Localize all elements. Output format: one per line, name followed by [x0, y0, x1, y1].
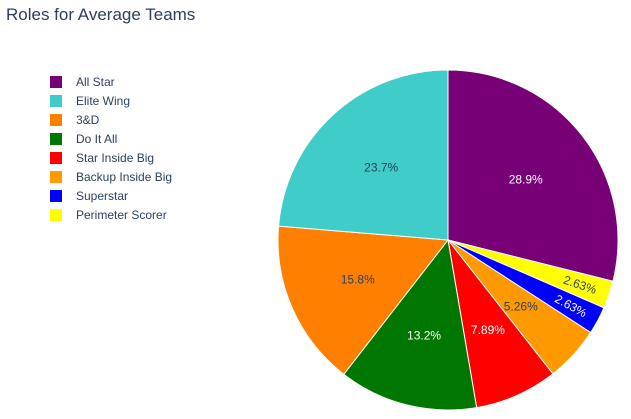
pie-slice-do-it-all[interactable] [343, 238, 478, 411]
legend: All Star Elite Wing 3&D Do It All Star Insid… [50, 75, 172, 222]
pie-slice-elite-wing[interactable] [278, 69, 449, 241]
slice-label-do-it-all: 13.2% [407, 329, 441, 343]
legend-label: Elite Wing [76, 94, 130, 108]
legend-label: Do It All [76, 132, 117, 146]
slice-label-backup-inside-big: 5.26% [504, 300, 538, 314]
legend-swatch [50, 114, 62, 126]
legend-item-do-it-all[interactable]: Do It All [50, 132, 117, 146]
legend-swatch [50, 171, 62, 183]
legend-item-elite-wing[interactable]: Elite Wing [50, 94, 130, 108]
pie-slices [277, 69, 619, 411]
legend-swatch [50, 76, 62, 88]
legend-label: Superstar [76, 189, 128, 203]
slice-label-all-star: 28.9% [509, 172, 543, 186]
slice-label-3andd: 15.8% [341, 273, 375, 287]
slice-label-elite-wing: 23.7% [364, 160, 398, 174]
legend-label: Star Inside Big [76, 151, 154, 165]
legend-item-superstar[interactable]: Superstar [50, 189, 128, 203]
legend-label: Backup Inside Big [76, 170, 172, 184]
slice-label-star-inside-big: 7.89% [471, 323, 505, 337]
legend-swatch [50, 133, 62, 145]
legend-label: Perimeter Scorer [76, 208, 167, 222]
legend-label: All Star [76, 75, 115, 89]
legend-swatch [50, 95, 62, 107]
legend-label: 3&D [76, 113, 100, 127]
legend-item-all-star[interactable]: All Star [50, 75, 115, 89]
legend-swatch [50, 152, 62, 164]
legend-item-star-inside-big[interactable]: Star Inside Big [50, 151, 154, 165]
legend-swatch [50, 190, 62, 202]
legend-item-backup-inside-big[interactable]: Backup Inside Big [50, 170, 172, 184]
legend-swatch [50, 209, 62, 221]
legend-item-perimeter-scorer[interactable]: Perimeter Scorer [50, 208, 167, 222]
pie-slice-all-star[interactable] [447, 69, 619, 282]
legend-item-3andd[interactable]: 3&D [50, 113, 100, 127]
pie-slice-3andd[interactable] [277, 225, 449, 376]
chart-title: Roles for Average Teams [6, 5, 195, 24]
